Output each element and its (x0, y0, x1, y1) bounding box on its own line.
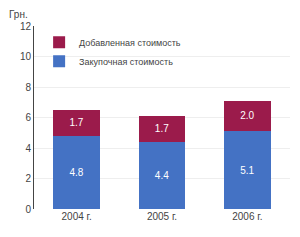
svg-text:2004 г.: 2004 г. (62, 211, 92, 222)
svg-text:Грн.: Грн. (9, 9, 28, 20)
svg-text:4.8: 4.8 (69, 167, 83, 178)
svg-text:8: 8 (25, 82, 31, 93)
svg-text:2006 г.: 2006 г. (232, 211, 262, 222)
svg-text:12: 12 (20, 21, 32, 32)
svg-text:2005 г.: 2005 г. (147, 211, 177, 222)
svg-text:1.7: 1.7 (155, 123, 169, 134)
svg-text:4.4: 4.4 (155, 170, 169, 181)
svg-text:2.0: 2.0 (240, 110, 254, 121)
svg-text:6: 6 (25, 112, 31, 123)
svg-text:Добавленная стоимость: Добавленная стоимость (79, 38, 181, 48)
svg-text:1.7: 1.7 (69, 117, 83, 128)
svg-text:5.1: 5.1 (240, 165, 254, 176)
svg-text:10: 10 (20, 51, 32, 62)
svg-text:Закупочная стоимость: Закупочная стоимость (79, 57, 173, 67)
svg-text:4: 4 (25, 143, 31, 154)
svg-text:0: 0 (25, 204, 31, 215)
svg-text:2: 2 (25, 173, 31, 184)
